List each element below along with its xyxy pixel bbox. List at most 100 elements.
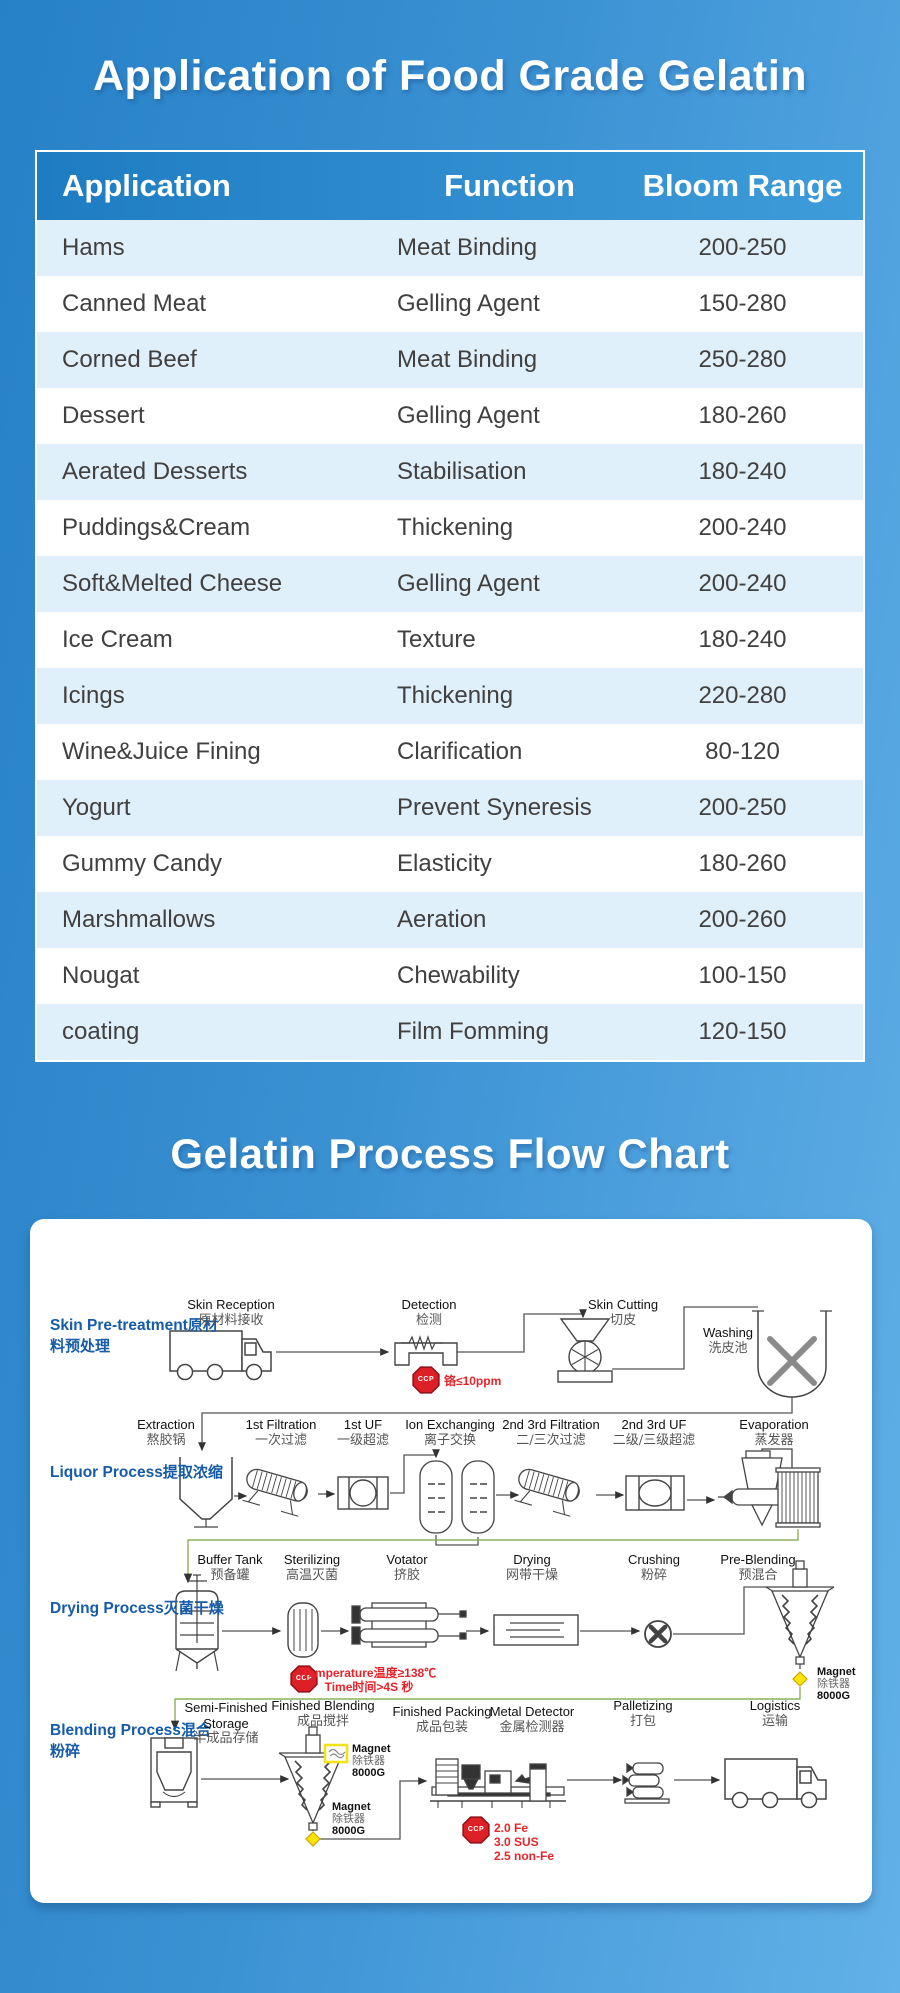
table-row: Marshmallows Aeration 200-260 [37, 892, 863, 948]
cell-application: Dessert [62, 402, 145, 429]
cell-bloom: 200-250 [698, 794, 787, 821]
skin-cutting-icon [557, 1318, 613, 1383]
ccp-badge-label: CCP [295, 1675, 313, 1682]
step-label-skin-cutting: Skin Cutting 切皮 [587, 1297, 659, 1328]
washing-tank-icon [752, 1310, 832, 1398]
cell-function: Aeration [397, 906, 487, 933]
ccp-note-temperature: Temperature温度≥138℃ Time时间>4S 秒 [301, 1666, 437, 1694]
column-header-bloom-range: Bloom Range [642, 168, 843, 203]
step-label-votator: Votator 挤胶 [386, 1552, 428, 1583]
cell-bloom: 180-260 [698, 402, 787, 429]
page-title: Application of Food Grade Gelatin [92, 52, 808, 100]
table-row: Gummy Candy Elasticity 180-260 [37, 836, 863, 892]
table-row: Puddings&Cream Thickening 200-240 [37, 500, 863, 556]
cell-bloom: 120-150 [698, 1018, 787, 1045]
step-label-finished-blending: Finished Blending 成品搅拌 [271, 1698, 375, 1729]
cell-application: Puddings&Cream [62, 514, 251, 541]
cell-bloom: 250-280 [698, 346, 787, 373]
step-label-semi-finished-storage: Semi-Finished Storage 半成品存储 [184, 1700, 268, 1746]
palletizing-icon [622, 1762, 670, 1804]
step-label-detection: Detection 检测 [401, 1297, 457, 1328]
table-row: Nougat Chewability 100-150 [37, 948, 863, 1004]
process-flow-chart-panel: Skin Pre-treatment原材料预处理 Liquor Process提… [30, 1219, 872, 1903]
cell-application: Canned Meat [62, 290, 207, 317]
table-row: Corned Beef Meat Binding 250-280 [37, 332, 863, 388]
magnet-note: Magnet 除铁器 8000G [352, 1743, 391, 1779]
magnet-note: Magnet 除铁器 8000G [817, 1666, 856, 1702]
belt-dryer-icon [493, 1614, 579, 1646]
step-label-first-filtration: 1st Filtration 一次过滤 [245, 1417, 317, 1448]
step-label-buffer-tank: Buffer Tank 预备罐 [197, 1552, 263, 1583]
cell-application: Gummy Candy [62, 850, 223, 877]
step-label-logistics: Logistics 运输 [749, 1698, 801, 1729]
stage-label-liquor-process: Liquor Process提取浓缩 [50, 1464, 223, 1481]
step-label-skin-reception: Skin Reception 原材料接收 [187, 1297, 275, 1328]
cell-application: Yogurt [62, 794, 131, 821]
cell-bloom: 180-240 [698, 458, 787, 485]
logistics-truck-icon [724, 1758, 827, 1809]
cell-bloom: 100-150 [698, 962, 787, 989]
cell-application: Aerated Desserts [62, 458, 248, 485]
step-label-ion-exchanging: Ion Exchanging 离子交换 [405, 1417, 495, 1448]
votator-icon [351, 1602, 467, 1648]
detection-icon [394, 1335, 458, 1366]
table-row: coating Film Fomming 120-150 [37, 1004, 863, 1060]
cell-function: Gelling Agent [397, 290, 540, 317]
cell-function: Texture [397, 626, 476, 653]
cell-function: Clarification [397, 738, 523, 765]
cell-function: Meat Binding [397, 346, 538, 373]
table-row: Hams Meat Binding 200-250 [37, 220, 863, 276]
ccp-badge-label: CCP [467, 1826, 485, 1833]
cell-application: Hams [62, 234, 125, 261]
cell-function: Chewability [397, 962, 520, 989]
cell-function: Stabilisation [397, 458, 527, 485]
cell-bloom: 220-280 [698, 682, 787, 709]
step-label-metal-detector: Metal Detector 金属检测器 [489, 1704, 575, 1735]
step-label-drying: Drying 网带干燥 [505, 1552, 558, 1583]
gelatin-application-table: Application Function Bloom Range Hams Mea… [35, 150, 865, 1062]
table-row: Yogurt Prevent Syneresis 200-250 [37, 780, 863, 836]
stage-connectors [170, 1529, 801, 1731]
magnet-icon [792, 1671, 808, 1687]
step-label-first-uf: 1st UF 一级超滤 [336, 1417, 389, 1448]
semi-finished-storage-icon [150, 1737, 198, 1808]
cell-bloom: 200-250 [698, 234, 787, 261]
table-row: Aerated Desserts Stabilisation 180-240 [37, 444, 863, 500]
cell-application: Marshmallows [62, 906, 216, 933]
extraction-kettle-icon [179, 1457, 233, 1528]
step-label-extraction: Extraction 熬胶锅 [137, 1417, 195, 1448]
column-header-function: Function [444, 168, 575, 203]
cell-bloom: 200-240 [698, 570, 787, 597]
cell-bloom: 200-260 [698, 906, 787, 933]
crushing-icon [644, 1620, 672, 1648]
cell-function: Gelling Agent [397, 570, 540, 597]
table-row: Dessert Gelling Agent 180-260 [37, 388, 863, 444]
second-third-uf-icon [625, 1475, 685, 1511]
cell-application: Nougat [62, 962, 140, 989]
stage-label-blending-process: Blending Process混合粉碎 [50, 1722, 211, 1760]
flow-chart-diagram [150, 1306, 835, 1847]
step-label-finished-packing: Finished Packing 成品包装 [392, 1704, 492, 1735]
sterilizing-column-icon [287, 1602, 319, 1658]
ccp-note-metal-limits: 2.0 Fe 3.0 SUS 2.5 non-Fe [494, 1821, 555, 1863]
step-label-crushing: Crushing 粉碎 [627, 1552, 681, 1583]
cell-application: Ice Cream [62, 626, 173, 653]
first-filtration-icon [239, 1466, 311, 1518]
cell-function: Gelling Agent [397, 402, 540, 429]
cell-bloom: 150-280 [698, 290, 787, 317]
buffer-tank-icon [175, 1574, 219, 1672]
magnet-icon [305, 1831, 321, 1847]
cell-bloom: 180-260 [698, 850, 787, 877]
cell-function: Elasticity [397, 850, 492, 877]
cell-application: Corned Beef [62, 346, 197, 373]
table-row: Ice Cream Texture 180-240 [37, 612, 863, 668]
flow-chart-title: Gelatin Process Flow Chart [170, 1130, 730, 1177]
evaporation-icon [718, 1448, 821, 1528]
ccp-note-chromium: 铬≤10ppm [444, 1374, 502, 1388]
column-header-application: Application [62, 168, 231, 203]
ion-exchange-column-icon [461, 1460, 495, 1534]
table-row: Icings Thickening 220-280 [37, 668, 863, 724]
cell-function: Meat Binding [397, 234, 538, 261]
first-uf-icon [337, 1476, 389, 1510]
table-row: Soft&Melted Cheese Gelling Agent 200-240 [37, 556, 863, 612]
